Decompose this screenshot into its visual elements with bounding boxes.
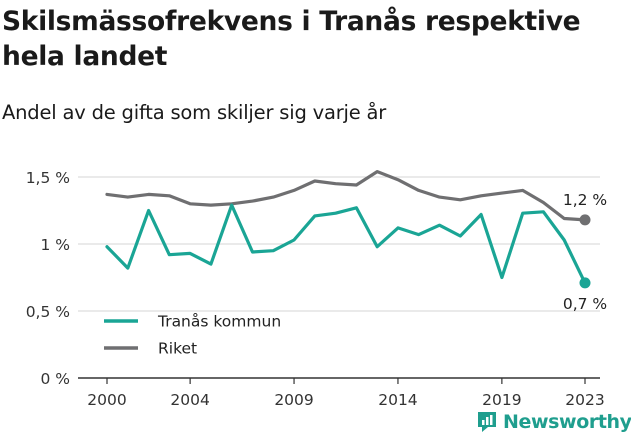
x-tick-label: 2004 <box>170 391 209 409</box>
newsworthy-logo-icon <box>478 412 496 432</box>
series-line-riket <box>105 170 587 222</box>
y-tick-label: 0,5 % <box>26 303 70 321</box>
series-line-tranas <box>105 203 587 285</box>
newsworthy-logo: Newsworthy <box>476 408 631 436</box>
y-tick-label: 1 % <box>40 236 70 254</box>
end-label-tranas: 0,7 % <box>563 295 607 313</box>
x-tick-label: 2009 <box>274 391 313 409</box>
legend-label: Tranås kommun <box>157 313 281 331</box>
x-tick-label: 2023 <box>565 391 604 409</box>
end-point-tranas <box>579 277 591 289</box>
y-tick-label: 1,5 % <box>26 169 70 187</box>
newsworthy-logo-text: Newsworthy <box>503 411 631 433</box>
x-tick-label: 2014 <box>378 391 417 409</box>
end-point-riket <box>579 214 591 226</box>
chart-subtitle: Andel av de gifta som skiljer sig varje … <box>2 101 387 124</box>
end-label-riket: 1,2 % <box>563 191 607 209</box>
legend-label: Riket <box>158 340 197 358</box>
x-tick-label: 2000 <box>87 391 126 409</box>
x-tick-label: 2019 <box>482 391 521 409</box>
y-tick-label: 0 % <box>40 370 70 388</box>
chart-title: Skilsmässofrekvens i Tranås respektive h… <box>2 6 581 72</box>
